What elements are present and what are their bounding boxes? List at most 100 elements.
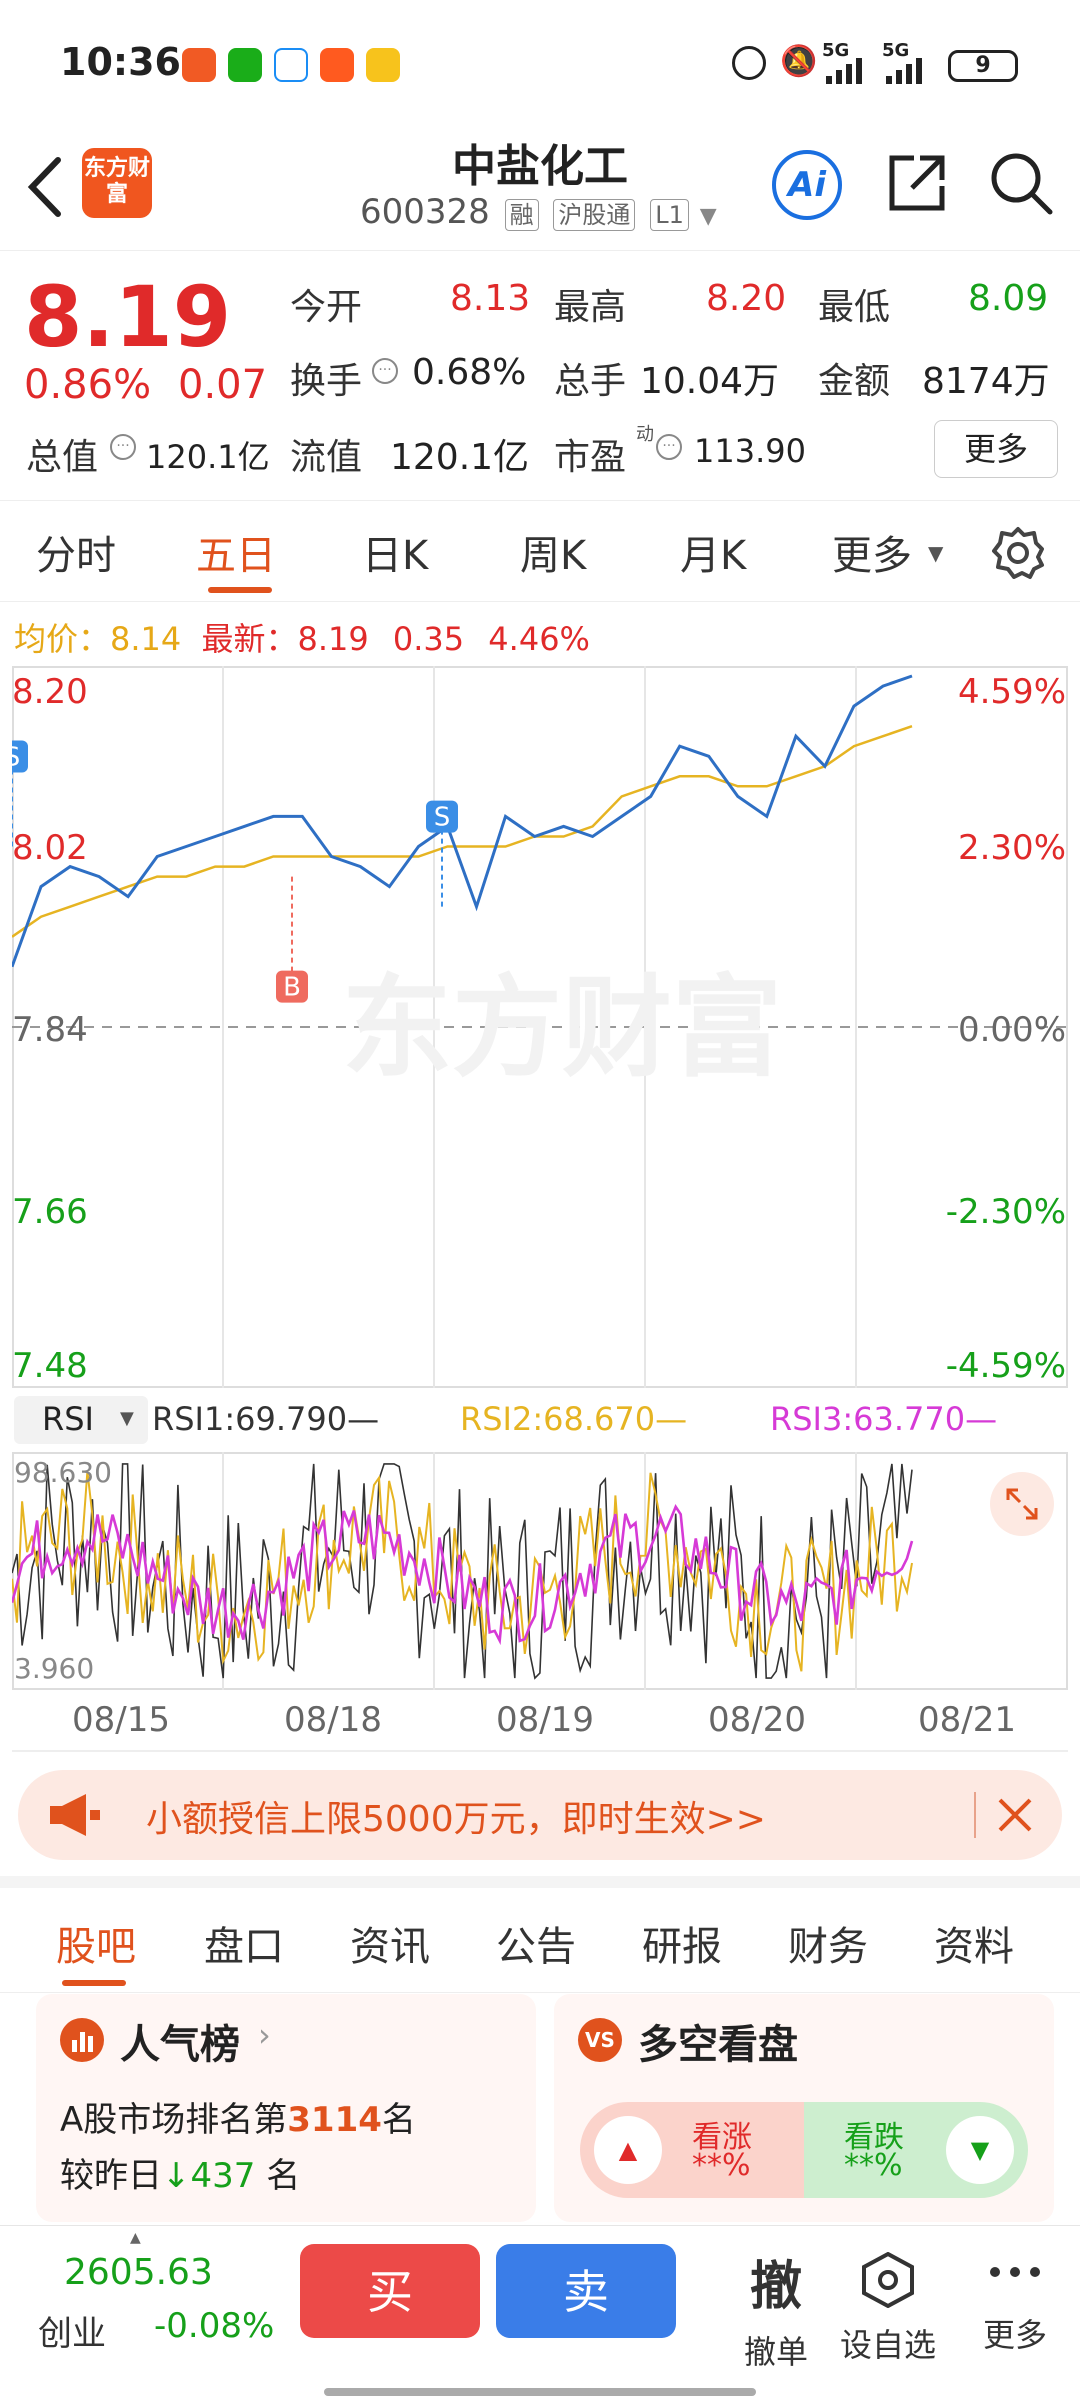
pe-label: 市盈 bbox=[554, 437, 627, 478]
popularity-title: 人气榜 bbox=[120, 2022, 240, 2068]
turnover-value: 0.68% bbox=[412, 352, 527, 393]
signal-label-1: 5G bbox=[822, 40, 850, 61]
stock-code-row: 600328 融 沪股通 L1 ▼ bbox=[360, 192, 717, 232]
more-button[interactable]: 更多 bbox=[960, 2226, 1070, 2356]
active-tab-indicator bbox=[62, 1980, 126, 1986]
tab-finance[interactable]: 财务 bbox=[788, 1924, 868, 1970]
tab-orderbook[interactable]: 盘口 bbox=[204, 1924, 284, 1970]
tab-announcements[interactable]: 公告 bbox=[496, 1924, 576, 1970]
index-change: -0.08% bbox=[154, 2306, 275, 2346]
avg-label: 均价： bbox=[14, 620, 111, 658]
caret-up-icon[interactable]: ▲ bbox=[130, 2230, 141, 2246]
y-tick-3: 7.84 bbox=[12, 1010, 88, 1050]
tab-news[interactable]: 资讯 bbox=[350, 1924, 430, 1970]
close-icon[interactable] bbox=[990, 1790, 1040, 1844]
x-tick-2: 08/18 bbox=[284, 1700, 382, 1740]
divider bbox=[12, 1750, 1068, 1752]
volume-label: 总手 bbox=[554, 361, 627, 402]
bullish-label: 看涨 bbox=[692, 2120, 752, 2155]
alarm-icon bbox=[732, 46, 766, 80]
dropdown-icon[interactable]: ▼ bbox=[699, 204, 717, 229]
low-label: 最低 bbox=[818, 287, 891, 328]
tab-forum[interactable]: 股吧 bbox=[56, 1924, 136, 1970]
caret-down-icon: ▼ bbox=[928, 541, 944, 565]
vs-icon: VS bbox=[578, 2018, 622, 2062]
volume-value: 10.04万 bbox=[640, 361, 780, 402]
tab-intraday[interactable]: 分时 bbox=[36, 533, 116, 579]
gear-icon[interactable] bbox=[990, 525, 1046, 585]
more-quote-button[interactable]: 更多 bbox=[934, 420, 1058, 478]
megaphone-icon bbox=[46, 1790, 102, 1844]
expand-icon[interactable] bbox=[990, 1472, 1054, 1536]
rsi-chart[interactable] bbox=[10, 1452, 1068, 1690]
trade-marker[interactable] bbox=[276, 970, 308, 1003]
longshort-card[interactable]: VS 多空看盘 ▲ 看涨 **% 看跌 **% ▼ bbox=[554, 1994, 1054, 2222]
tag-margin: 融 bbox=[504, 199, 539, 231]
amount-value: 8174万 bbox=[922, 361, 1050, 402]
info-icon[interactable]: ··· bbox=[656, 434, 682, 460]
tab-research[interactable]: 研报 bbox=[642, 1924, 722, 1970]
triangle-down-icon: ▼ bbox=[946, 2116, 1014, 2184]
compare-prefix: 较昨日 bbox=[60, 2156, 162, 2196]
low-value: 8.09 bbox=[968, 278, 1049, 319]
period-tabs: 分时 五日 日K 周K 月K 更多 ▼ bbox=[0, 500, 1080, 602]
bearish-button[interactable]: 看跌 **% ▼ bbox=[804, 2102, 1028, 2198]
bearish-value: **% bbox=[844, 2148, 903, 2183]
battery-icon: 9 bbox=[948, 50, 1018, 82]
share-icon[interactable] bbox=[884, 150, 950, 220]
x-tick-4: 08/20 bbox=[708, 1700, 806, 1740]
bearish-label: 看跌 bbox=[844, 2120, 904, 2155]
info-icon[interactable]: ··· bbox=[372, 358, 398, 384]
triangle-up-icon: ▲ bbox=[594, 2116, 662, 2184]
add-watchlist-button[interactable]: 设自选 bbox=[828, 2226, 948, 2366]
x-tick-1: 08/15 bbox=[72, 1700, 170, 1740]
pct-tick-2: 2.30% bbox=[957, 828, 1066, 868]
index-value[interactable]: 2605.63 bbox=[64, 2252, 213, 2293]
high-value: 8.20 bbox=[706, 278, 787, 319]
index-name: 创业 bbox=[38, 2314, 106, 2354]
y-tick-4: 7.66 bbox=[12, 1192, 88, 1232]
tab-weekly-k[interactable]: 周K bbox=[520, 533, 587, 579]
price-line bbox=[10, 674, 913, 968]
tab-more[interactable]: 更多 bbox=[832, 533, 912, 579]
tag-level: L1 bbox=[650, 199, 689, 231]
rank-line: A股市场排名第3114名 bbox=[60, 2092, 416, 2141]
buy-button[interactable]: 买 bbox=[300, 2244, 480, 2338]
turnover-label: 换手 bbox=[290, 361, 363, 402]
search-icon[interactable] bbox=[988, 150, 1054, 220]
rank-prefix: A股市场排名第 bbox=[60, 2100, 288, 2140]
hexagon-icon bbox=[828, 2251, 948, 2312]
float-cap-value: 120.1亿 bbox=[390, 437, 530, 478]
trade-marker[interactable] bbox=[426, 800, 458, 833]
price-chart[interactable]: 东方财富 S B S bbox=[0, 666, 1068, 1388]
sell-button[interactable]: 卖 bbox=[496, 2244, 676, 2338]
popularity-card[interactable]: 人气榜 › A股市场排名第3114名 较昨日↓437 名 bbox=[36, 1994, 536, 2222]
bullish-button[interactable]: ▲ 看涨 **% bbox=[580, 2102, 804, 2198]
home-indicator[interactable] bbox=[324, 2388, 756, 2396]
app-logo: 东方财富 bbox=[82, 148, 152, 218]
status-bar: 10:36 🔕 5G 5G 9 bbox=[0, 0, 1080, 130]
indicator-selector[interactable]: RSI ▼ bbox=[14, 1396, 148, 1444]
tab-monthly-k[interactable]: 月K bbox=[680, 533, 747, 579]
ai-button[interactable]: Ai bbox=[772, 150, 842, 220]
float-cap-label: 流值 bbox=[290, 437, 363, 478]
cancel-order-button[interactable]: 撤 撤单 bbox=[716, 2226, 836, 2373]
more-label: 更多 bbox=[982, 2316, 1047, 2354]
tab-daily-k[interactable]: 日K bbox=[362, 533, 429, 579]
mktcap-label: 总值 bbox=[26, 437, 99, 478]
back-icon[interactable] bbox=[24, 152, 64, 226]
promo-banner[interactable]: 小额授信上限5000万元，即时生效>> bbox=[18, 1770, 1062, 1860]
indicator-selector-label: RSI bbox=[42, 1400, 94, 1438]
trade-marker-label: B bbox=[283, 973, 301, 1003]
bullish-value: **% bbox=[692, 2148, 751, 2183]
info-icon[interactable]: ··· bbox=[110, 434, 136, 460]
compare-value: 437 bbox=[190, 2156, 256, 2196]
add-watchlist-label: 设自选 bbox=[839, 2326, 936, 2364]
stock-title: 中盐化工 bbox=[452, 141, 628, 192]
rsi-max-label: 98.630 bbox=[14, 1456, 112, 1489]
app-icon-1 bbox=[182, 48, 216, 82]
latest-label: 最新： bbox=[201, 620, 298, 658]
tab-five-day[interactable]: 五日 bbox=[196, 533, 276, 579]
tab-profile[interactable]: 资料 bbox=[934, 1924, 1014, 1970]
pct-tick-1: 4.59% bbox=[957, 672, 1066, 712]
